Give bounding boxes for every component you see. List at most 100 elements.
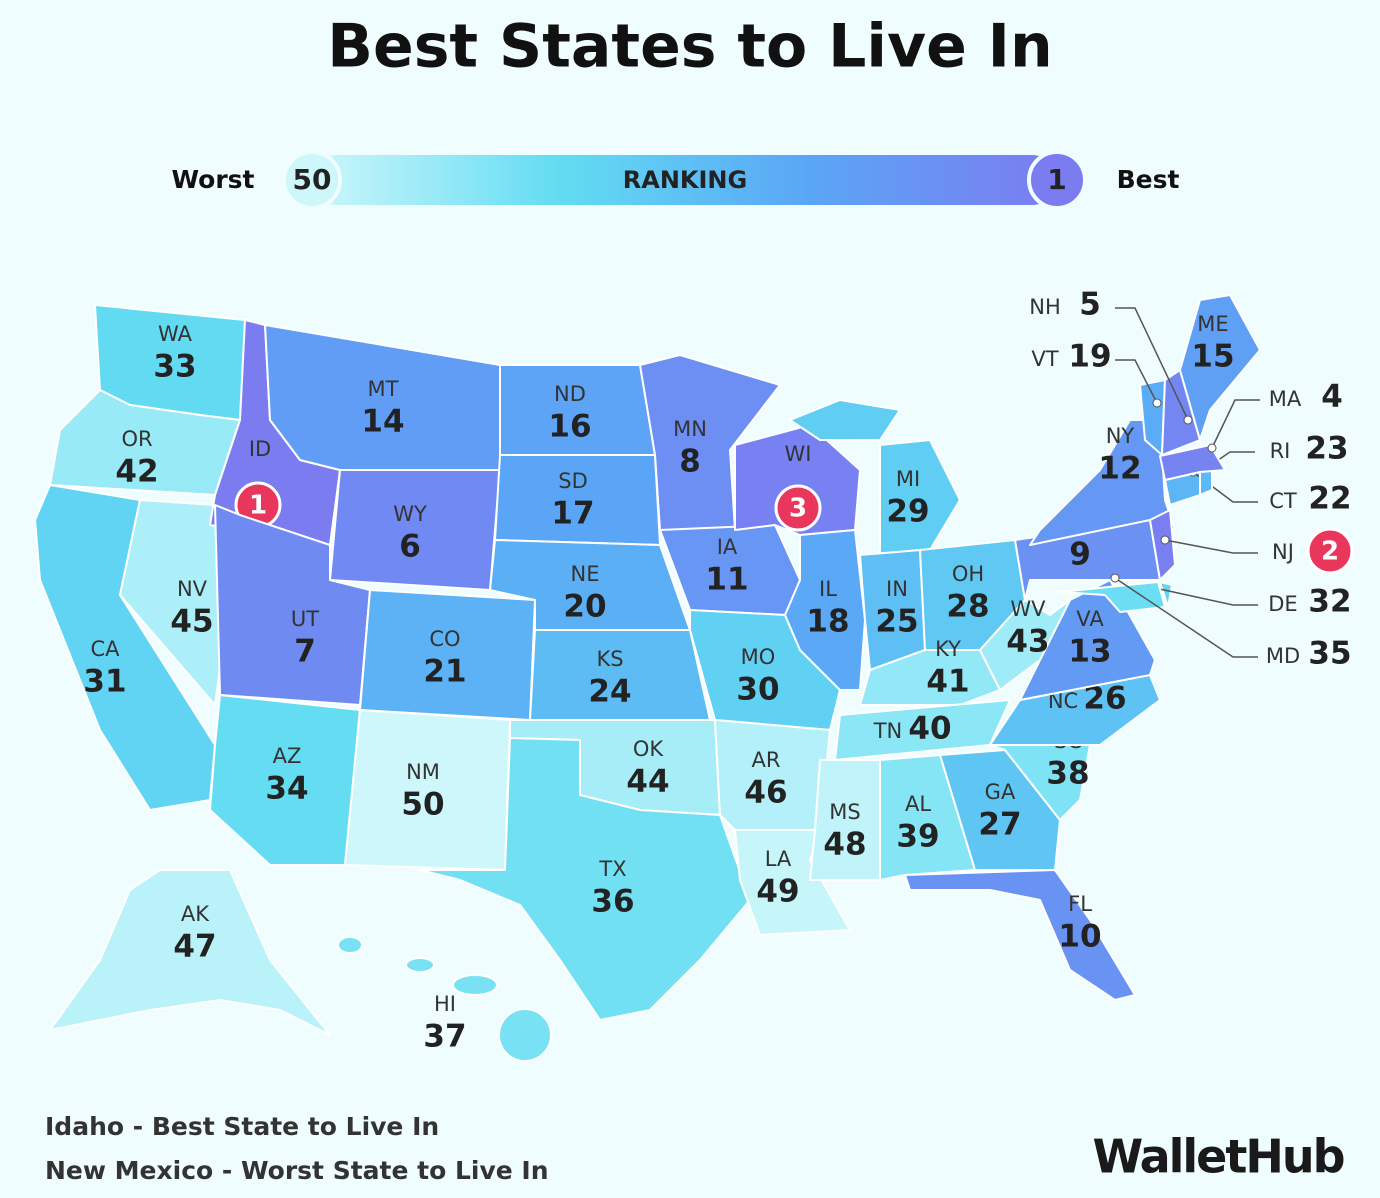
legend-best: Best: [1117, 165, 1180, 194]
state: MA 4: [1159, 379, 1343, 481]
state-shape: [989, 674, 1161, 746]
state: TX 36: [419, 737, 751, 1021]
state-abbr: AZ: [273, 744, 302, 768]
state-shape: [1159, 444, 1226, 481]
state-abbr: IN: [886, 577, 908, 601]
state: MN 8: [639, 354, 781, 531]
state-rank: 30: [736, 672, 779, 708]
state: WY 6: [329, 469, 501, 591]
state: ME 15: [1179, 294, 1261, 441]
state-shape: [784, 529, 866, 691]
state: RI 23: [1199, 431, 1349, 496]
footer-note: New Mexico - Worst State to Live In: [45, 1156, 549, 1185]
state: IL 18: [784, 529, 866, 691]
state-shape: [49, 869, 331, 1036]
state: LA 49: [734, 829, 851, 936]
state: WV 43: [979, 597, 1071, 691]
state: IN 25: [859, 549, 926, 671]
state: AR 46: [714, 719, 831, 831]
state-rank: 45: [170, 604, 213, 640]
state-abbr: MA: [1269, 387, 1302, 411]
state-abbr: UT: [291, 607, 319, 631]
state-shape: [1029, 419, 1176, 546]
state-rank: 35: [1308, 636, 1351, 672]
state: MD 35: [1059, 573, 1352, 672]
state: FL 10: [904, 869, 1136, 1001]
state-abbr: CO: [429, 627, 460, 651]
state-rank: 11: [705, 562, 748, 598]
state-rank: 4: [1321, 379, 1343, 415]
state: SC38: [989, 729, 1091, 821]
state-rank: 28: [946, 589, 989, 625]
state-rank: 25: [875, 604, 918, 640]
leader-line: [1115, 359, 1158, 404]
state-shape: [419, 737, 751, 1021]
state: CO 21: [359, 589, 536, 721]
state-rank: 12: [1098, 451, 1141, 487]
state: MT 14: [264, 324, 501, 471]
state-abbr: GA: [985, 780, 1016, 804]
state-shape: [809, 759, 881, 881]
state-rank: 29: [886, 494, 929, 530]
state-abbr: VT: [1031, 347, 1058, 371]
state-rank: 19: [1068, 339, 1111, 375]
state-abbr: AR: [752, 748, 781, 772]
state: HI 37: [337, 936, 552, 1062]
state-rank: 22: [1308, 481, 1351, 517]
state-abbr: DE: [1268, 592, 1297, 616]
state-shape: [904, 869, 1136, 1001]
state-abbr: IL: [819, 577, 837, 601]
state-abbr: CA: [90, 637, 120, 661]
state-rank: 8: [679, 444, 701, 480]
state-abbr: OK: [633, 737, 665, 761]
state-abbr: RI: [1270, 439, 1291, 463]
leader-line: [1115, 307, 1189, 421]
state-rank: 34: [265, 771, 308, 807]
state: MI 29: [789, 399, 961, 556]
leader-dot: [1152, 398, 1162, 408]
state: NM 50: [344, 709, 511, 871]
state-shape: [879, 439, 961, 556]
state: AL 39: [879, 754, 976, 881]
state-rank: 2: [1321, 537, 1339, 567]
state: AK 47: [49, 869, 331, 1036]
state-rank: 17: [551, 496, 594, 532]
footer-note: Idaho - Best State to Live In: [45, 1112, 439, 1141]
state: NC 26: [989, 674, 1161, 746]
state-rank: 42: [115, 454, 158, 490]
state-rank: 27: [978, 807, 1021, 843]
state-rank: 24: [588, 674, 631, 710]
state-abbr: WV: [1010, 597, 1046, 621]
state: KS 24: [529, 629, 711, 721]
state-abbr: SD: [558, 469, 588, 493]
state-abbr: KY: [935, 637, 961, 661]
state: AZ 34: [209, 694, 361, 866]
state-rank: 14: [361, 404, 404, 440]
state-rank: 32: [1308, 584, 1351, 620]
state-abbr: OR: [121, 427, 152, 451]
state: NY 12: [1029, 419, 1176, 546]
state-rank: 40: [908, 711, 951, 747]
state: CT 22: [1164, 467, 1352, 517]
state: SD 17: [494, 454, 661, 546]
state-abbr: NJ: [1272, 540, 1294, 564]
state-abbr: AK: [181, 902, 210, 926]
state-abbr: VA: [1076, 607, 1104, 631]
leader-line: [1114, 577, 1258, 658]
state-rank: 47: [173, 929, 216, 965]
state: OR 42: [49, 389, 241, 496]
state-rank: 44: [626, 764, 669, 800]
leader-line: [1164, 539, 1258, 554]
state-shape: [498, 1008, 552, 1062]
state-abbr: KS: [596, 647, 623, 671]
state-rank: 33: [153, 349, 196, 385]
state: VT 19: [1031, 339, 1166, 456]
state-rank: 39: [896, 819, 939, 855]
state-abbr: NV: [177, 577, 208, 601]
state-shape: [639, 354, 781, 531]
leader-dot: [1110, 573, 1120, 583]
state-shape: [1149, 509, 1176, 581]
state-shape: [337, 936, 363, 954]
state: NJ 2: [1149, 509, 1354, 581]
